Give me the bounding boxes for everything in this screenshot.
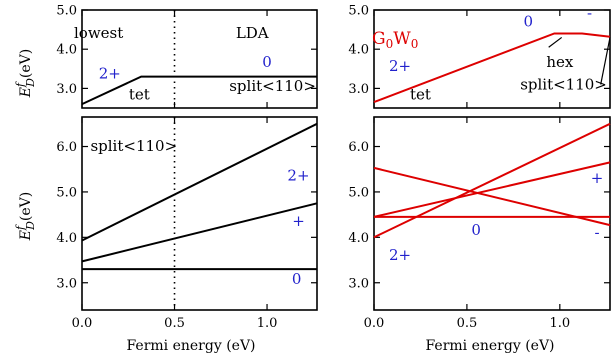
y-tick-label: 5.0 [348, 185, 369, 200]
panel-top-right: 3.0 4.0 5.0 0 - 2+ tet hex split<110> [348, 4, 610, 109]
panel-top-left: 3.0 4.0 5.0 lowest LDA 2+ 0 tet split<110> [56, 4, 317, 109]
svg-text:EfD(eV): EfD(eV) [14, 49, 37, 98]
x-tick-label: 1.0 [549, 316, 570, 331]
annotation-label: - [594, 223, 599, 241]
x-tick-label: 0.5 [164, 316, 185, 331]
annotation-label: split<110> [90, 137, 177, 155]
y-tick-label: 3.0 [348, 82, 369, 97]
x-tick-label: 0.5 [457, 316, 478, 331]
x-tick-label: 0.0 [364, 316, 385, 331]
y-tick-label: 3.0 [56, 82, 77, 97]
panel-bottom-right: 3.0 4.0 5.0 6.0 0.0 0.5 1.0 +0 - 2+ [348, 117, 610, 331]
y-tick-label: 4.0 [348, 231, 369, 246]
annotation-label: + [591, 169, 604, 187]
annotation-label: 2+ [287, 167, 309, 185]
x-tick-label: 0.0 [72, 316, 93, 331]
annotation-label: 0 [471, 221, 481, 239]
series-line-1 [374, 124, 610, 238]
method-label-g0w0: G0W0 [372, 29, 418, 51]
annotation-label: 0 [262, 53, 272, 71]
series-line-2 [82, 203, 317, 261]
y-tick-label: 3.0 [56, 276, 77, 291]
annotation-label: lowest [74, 24, 123, 42]
y-tick-label: 5.0 [56, 4, 77, 19]
y-tick-label: 6.0 [56, 140, 77, 155]
y-tick-label: 4.0 [56, 43, 77, 58]
x-axis-label-left: Fermi energy (eV) [126, 338, 255, 354]
annotation-label: 0 [523, 12, 533, 30]
annotation-label: 0 [292, 270, 302, 288]
annotation-label: tet [129, 85, 150, 103]
annotation-label: hex [546, 53, 574, 71]
plot-frame [374, 117, 610, 310]
annotation-label: - [587, 4, 592, 22]
annotation-label: + [292, 212, 305, 230]
annotation-label: LDA [236, 24, 269, 42]
panel-bottom-left: 3.0 4.0 5.0 6.0 0.0 0.5 1.0 split<110> 2+ +0 [56, 117, 317, 331]
annotation-label: split<110> [520, 76, 607, 94]
x-axis-label-right: Fermi energy (eV) [425, 338, 554, 354]
x-tick-label: 1.0 [257, 316, 278, 331]
svg-text:EfD(eV): EfD(eV) [14, 192, 37, 241]
y-tick-label: 3.0 [348, 276, 369, 291]
annotation-label: 2+ [389, 57, 411, 75]
y-tick-label: 4.0 [56, 231, 77, 246]
y-tick-label: 5.0 [348, 4, 369, 19]
y-tick-label: 5.0 [56, 185, 77, 200]
annotation-label: tet [410, 85, 431, 103]
y-tick-label: 6.0 [348, 140, 369, 155]
y-tick-label: 4.0 [348, 43, 369, 58]
annotation-label: 2+ [389, 246, 411, 264]
y-axis-label-top: EfD(eV) [14, 49, 37, 98]
y-axis-label-bottom: EfD(eV) [14, 192, 37, 241]
annotation-label: split<110> [229, 77, 316, 95]
annotation-label: 2+ [99, 65, 121, 83]
annotation-pointer [549, 37, 562, 47]
series-line-2 [374, 162, 610, 217]
